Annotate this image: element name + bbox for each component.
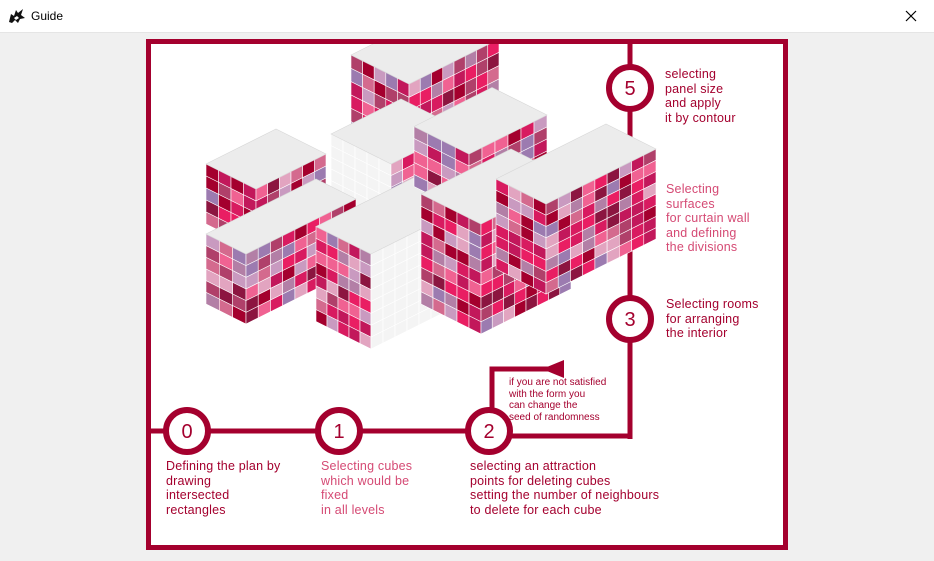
window-title: Guide	[31, 9, 64, 23]
step-5-label: selecting panel size and apply it by con…	[665, 67, 736, 125]
guide-diagram: 012345	[151, 44, 657, 455]
step-5-number: 5	[624, 78, 635, 100]
step-0-number: 0	[181, 421, 192, 443]
guide-panel: 012345 Defining the plan by drawing inte…	[146, 39, 788, 550]
title-bar: Guide	[0, 0, 934, 33]
step-4-label: Selecting surfaces for curtain wall and …	[666, 182, 750, 254]
step-2-number: 2	[483, 421, 494, 443]
step-1-label: Selecting cubes which would be fixed in …	[321, 459, 413, 517]
seed-note: if you are not satisfied with the form y…	[509, 377, 607, 423]
step-2-circle	[465, 407, 513, 455]
step-3-circle	[606, 295, 654, 343]
step-3-label: Selecting rooms for arranging the interi…	[666, 297, 759, 340]
step-3-number: 3	[624, 309, 635, 331]
step-1-number: 1	[333, 421, 344, 443]
step-0-circle	[163, 407, 211, 455]
close-button[interactable]	[888, 0, 934, 32]
flow-arrow	[542, 360, 564, 378]
step-1-circle	[315, 407, 363, 455]
step-2-label: selecting an attraction points for delet…	[470, 459, 660, 517]
close-icon	[905, 10, 917, 22]
step-0-label: Defining the plan by drawing intersected…	[166, 459, 281, 517]
building-illustration	[205, 44, 657, 350]
rhino-icon	[8, 7, 26, 25]
step-5-circle	[606, 64, 654, 112]
